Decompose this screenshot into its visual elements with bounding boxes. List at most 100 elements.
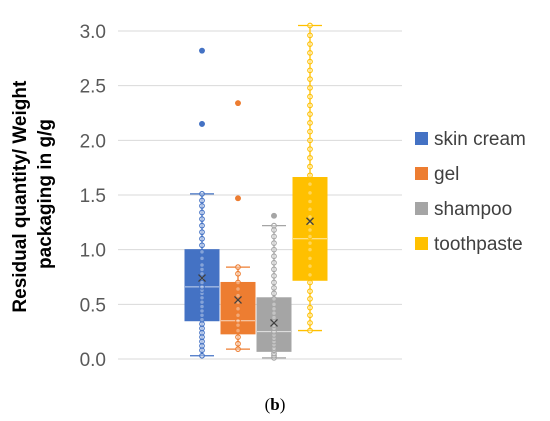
data-point-toothpaste-16: [307, 206, 313, 213]
box-gel: [220, 100, 256, 353]
y-axis-label-line-1: Residual quantity/ Weight: [10, 80, 31, 313]
data-point-gel-0: [235, 346, 241, 353]
data-point-skin-cream-29: [199, 209, 205, 216]
legend-label-gel: gel: [434, 164, 459, 185]
gridlines: [118, 30, 402, 360]
data-point-gel-6: [235, 312, 241, 319]
data-point-toothpaste-32: [307, 67, 313, 74]
y-tick-label-0.0: 0.0: [80, 350, 106, 371]
y-tick-label-1.0: 1.0: [80, 241, 106, 262]
data-point-shampoo-29: [271, 222, 277, 229]
y-axis-label: Residual quantity/ Weight packaging in g…: [10, 75, 56, 312]
data-point-toothpaste-17: [307, 198, 313, 205]
data-point-toothpaste-23: [307, 146, 313, 152]
data-point-skin-cream-24: [199, 242, 205, 249]
data-point-toothpaste-4: [307, 296, 313, 302]
data-point-toothpaste-3: [307, 304, 313, 311]
data-point-toothpaste-26: [307, 119, 313, 126]
data-point-skin-cream-31: [199, 197, 205, 204]
data-point-shampoo-26: [271, 240, 277, 246]
data-point-toothpaste-18: [307, 189, 313, 196]
legend-swatch-skin-cream: [415, 132, 428, 145]
y-axis-label-line-2: packaging in g/g: [35, 119, 56, 269]
data-point-toothpaste-31: [307, 76, 313, 82]
data-point-shampoo-19: [271, 285, 277, 291]
data-point-shampoo-16: [271, 301, 277, 308]
data-point-toothpaste-20: [307, 172, 313, 179]
data-point-gel-11: [235, 279, 241, 286]
data-point-shampoo-21: [271, 273, 277, 279]
data-point-toothpaste-9: [307, 255, 313, 262]
y-tick-label-1.5: 1.5: [80, 186, 106, 207]
legend-swatch-gel: [415, 167, 428, 180]
data-point-skin-cream-22: [199, 255, 205, 262]
data-point-toothpaste-13: [307, 227, 313, 233]
data-point-gel-2: [235, 334, 241, 340]
caption-close-paren: ): [280, 395, 286, 414]
mean-marker-skin-cream: [198, 274, 206, 283]
data-point-gel-10: [235, 286, 241, 292]
data-point-toothpaste-33: [307, 58, 313, 65]
data-point-shampoo-25: [271, 246, 277, 253]
data-point-skin-cream-26: [199, 229, 205, 236]
y-axis-ticks: 0.0 0.5 1.0 1.5 2.0 2.5 3.0: [80, 22, 106, 371]
y-tick-label-3.0: 3.0: [80, 22, 106, 43]
data-point-shampoo-20: [271, 279, 277, 286]
data-point-gel-5: [235, 317, 241, 324]
outlier-skin-cream-1: [199, 47, 205, 54]
data-point-toothpaste-24: [307, 137, 313, 144]
data-point-toothpaste-36: [307, 32, 313, 39]
data-point-toothpaste-5: [307, 288, 313, 295]
data-point-skin-cream-21: [199, 262, 205, 268]
data-point-toothpaste-28: [307, 102, 313, 109]
caption-letter: b: [270, 395, 279, 414]
data-point-toothpaste-0: [307, 327, 313, 334]
data-point-skin-cream-30: [199, 203, 205, 209]
data-point-toothpaste-30: [307, 85, 313, 91]
data-point-toothpaste-12: [307, 233, 313, 240]
outlier-gel-0: [235, 195, 241, 202]
box-toothpaste: [292, 22, 328, 334]
data-point-toothpaste-34: [307, 50, 313, 56]
data-point-skin-cream-27: [199, 222, 205, 229]
y-tick-label-2.5: 2.5: [80, 77, 106, 98]
data-point-toothpaste-8: [307, 263, 313, 269]
data-point-shampoo-17: [271, 296, 277, 302]
data-point-gel-9: [235, 292, 241, 299]
data-point-gel-1: [235, 340, 241, 347]
y-tick-label-2.0: 2.0: [80, 131, 106, 152]
data-point-shampoo-27: [271, 233, 277, 240]
data-point-toothpaste-1: [307, 320, 313, 326]
legend: skin cream gel shampoo toothpaste: [415, 129, 526, 255]
data-point-toothpaste-19: [307, 181, 313, 187]
y-tick-label-0.5: 0.5: [80, 295, 106, 316]
data-point-toothpaste-2: [307, 312, 313, 319]
data-point-skin-cream-0: [199, 352, 205, 359]
outlier-skin-cream-0: [199, 121, 205, 127]
data-point-toothpaste-21: [307, 163, 313, 170]
box-skin-cream: [184, 47, 220, 359]
data-point-toothpaste-37: [307, 22, 313, 29]
data-point-skin-cream-23: [199, 249, 205, 255]
data-point-toothpaste-29: [307, 93, 313, 100]
data-point-skin-cream-25: [199, 235, 205, 242]
caption-open-paren: (: [265, 395, 271, 414]
data-point-toothpaste-25: [307, 128, 313, 135]
mean-marker-toothpaste: [306, 217, 314, 226]
data-point-shampoo-18: [271, 290, 277, 297]
mean-marker-gel: [234, 296, 242, 304]
data-point-toothpaste-10: [307, 246, 313, 253]
box-shampoo: [256, 212, 292, 361]
legend-label-shampoo: shampoo: [434, 199, 512, 220]
data-point-toothpaste-7: [307, 271, 313, 278]
legend-label-toothpaste: toothpaste: [434, 234, 523, 255]
data-point-gel-13: [235, 264, 241, 271]
mean-marker-shampoo: [270, 318, 278, 327]
data-point-toothpaste-22: [307, 154, 313, 161]
data-point-toothpaste-35: [307, 41, 313, 47]
legend-swatch-toothpaste: [415, 237, 428, 250]
box-series: [184, 22, 328, 361]
data-point-toothpaste-27: [307, 111, 313, 117]
data-point-skin-cream-28: [199, 216, 205, 222]
